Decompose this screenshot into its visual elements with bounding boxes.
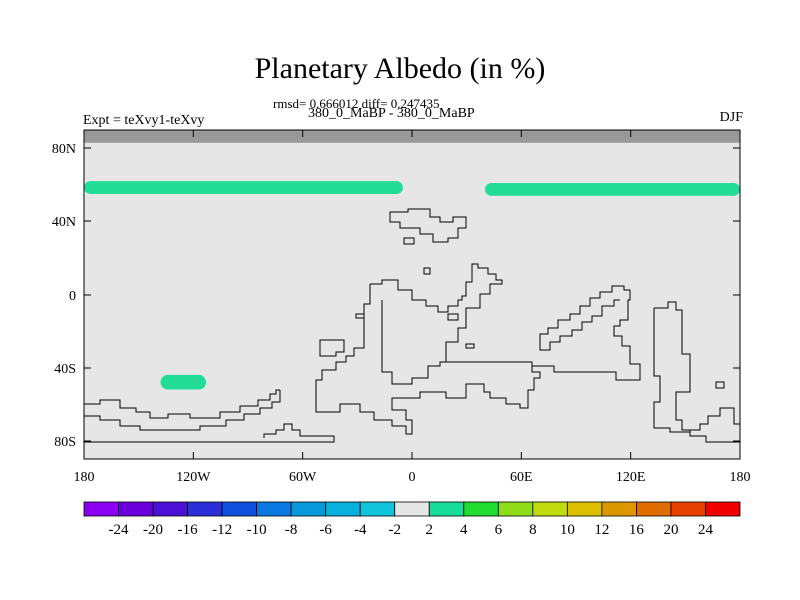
- colorbar-swatch: [325, 501, 361, 517]
- colorbar-swatch: [359, 501, 396, 517]
- island-d: [465, 343, 475, 349]
- colorbar-swatch: [463, 501, 499, 517]
- continent-outline-antarctica: [84, 423, 335, 443]
- y-tick-label: 40S: [54, 362, 76, 377]
- colorbar: -24 -20 -16 -12 -10 -8 -6 -4 -2 2 4 6 8 10 12 16 20 24: [83, 501, 741, 538]
- colorbar-label: -12: [212, 522, 232, 538]
- colorbar-label: 10: [560, 522, 575, 538]
- y-tick-label: 80S: [54, 435, 76, 450]
- colorbar-label: -8: [285, 522, 298, 538]
- x-tick-label: 60W: [289, 470, 317, 485]
- chart-title: Planetary Albedo (in %): [254, 52, 546, 85]
- y-tick-label: 40N: [52, 215, 76, 230]
- x-tick-label: 120E: [616, 470, 646, 485]
- season-label: DJF: [719, 110, 743, 125]
- albedo-fill-region: [160, 374, 207, 390]
- island-e: [447, 313, 459, 321]
- colorbar-swatch: [394, 501, 430, 517]
- colorbar-swatch: [428, 501, 465, 517]
- colorbar-label: -6: [319, 522, 332, 538]
- island-c: [423, 267, 431, 275]
- continent-outline-east: [653, 301, 741, 443]
- colorbar-label: -4: [354, 522, 367, 538]
- albedo-fill-region: [84, 181, 403, 194]
- coastlines: [84, 208, 741, 443]
- albedo-fill-region: [484, 183, 740, 196]
- experiment-label: Expt = teXvy1-teXvy: [83, 113, 205, 128]
- colorbar-label: -10: [247, 522, 267, 538]
- x-tick-label: 60E: [510, 470, 533, 485]
- colorbar-swatch: [670, 501, 706, 517]
- x-tick-label: 0: [409, 470, 416, 485]
- stats-text: rmsd= 0.666012 diff= 0.247435: [273, 96, 440, 111]
- colorbar-label: -16: [178, 522, 198, 538]
- colorbar-label: 2: [426, 522, 434, 538]
- x-tick-label: 180: [730, 470, 751, 485]
- colorbar-label: 8: [529, 522, 537, 538]
- x-tick-label: 120W: [176, 470, 211, 485]
- colorbar-label: -24: [109, 522, 129, 538]
- island-f: [715, 381, 725, 389]
- chart-subtitle: 380_0_MaBP - 380_0_MaBP: [308, 106, 475, 121]
- colorbar-swatch: [497, 501, 534, 517]
- colorbar-label: -2: [388, 522, 401, 538]
- island-a: [355, 313, 365, 319]
- colorbar-swatch: [290, 501, 327, 517]
- colorbar-swatch: [705, 501, 741, 517]
- continent-outline-fragment: [403, 237, 415, 245]
- colorbar-swatch: [221, 501, 258, 517]
- data-fills: [84, 181, 740, 390]
- y-tick-label: 80N: [52, 142, 76, 157]
- colorbar-label: 4: [460, 522, 468, 538]
- coast-inner: [381, 300, 446, 385]
- colorbar-swatch: [187, 501, 223, 517]
- island-b: [319, 339, 345, 357]
- continent-outline-south: [370, 263, 641, 381]
- colorbar-swatch: [152, 501, 188, 517]
- colorbar-swatch: [256, 501, 292, 517]
- colorbar-label: 6: [495, 522, 503, 538]
- colorbar-swatch: [83, 501, 119, 517]
- colorbar-label: 24: [698, 522, 714, 538]
- colorbar-swatch: [532, 501, 568, 517]
- continent-outline-west: [315, 284, 541, 435]
- colorbar-label: 20: [663, 522, 678, 538]
- colorbar-label: -20: [143, 522, 163, 538]
- colorbar-label: 12: [594, 522, 609, 538]
- y-tick-label: 0: [69, 289, 76, 304]
- colorbar-swatch: [566, 501, 603, 517]
- colorbar-label: 16: [629, 522, 645, 538]
- colorbar-swatch: [636, 501, 672, 517]
- colorbar-swatch: [601, 501, 637, 517]
- continent-outline-north: [389, 208, 467, 243]
- x-tick-label: 180: [74, 470, 95, 485]
- plot-axes: 180 120W 60W 0 60E 120E 180 80N 40N 0 40S 80S: [52, 129, 751, 485]
- continent-outline-southwest: [84, 389, 281, 431]
- colorbar-swatch: [118, 501, 154, 517]
